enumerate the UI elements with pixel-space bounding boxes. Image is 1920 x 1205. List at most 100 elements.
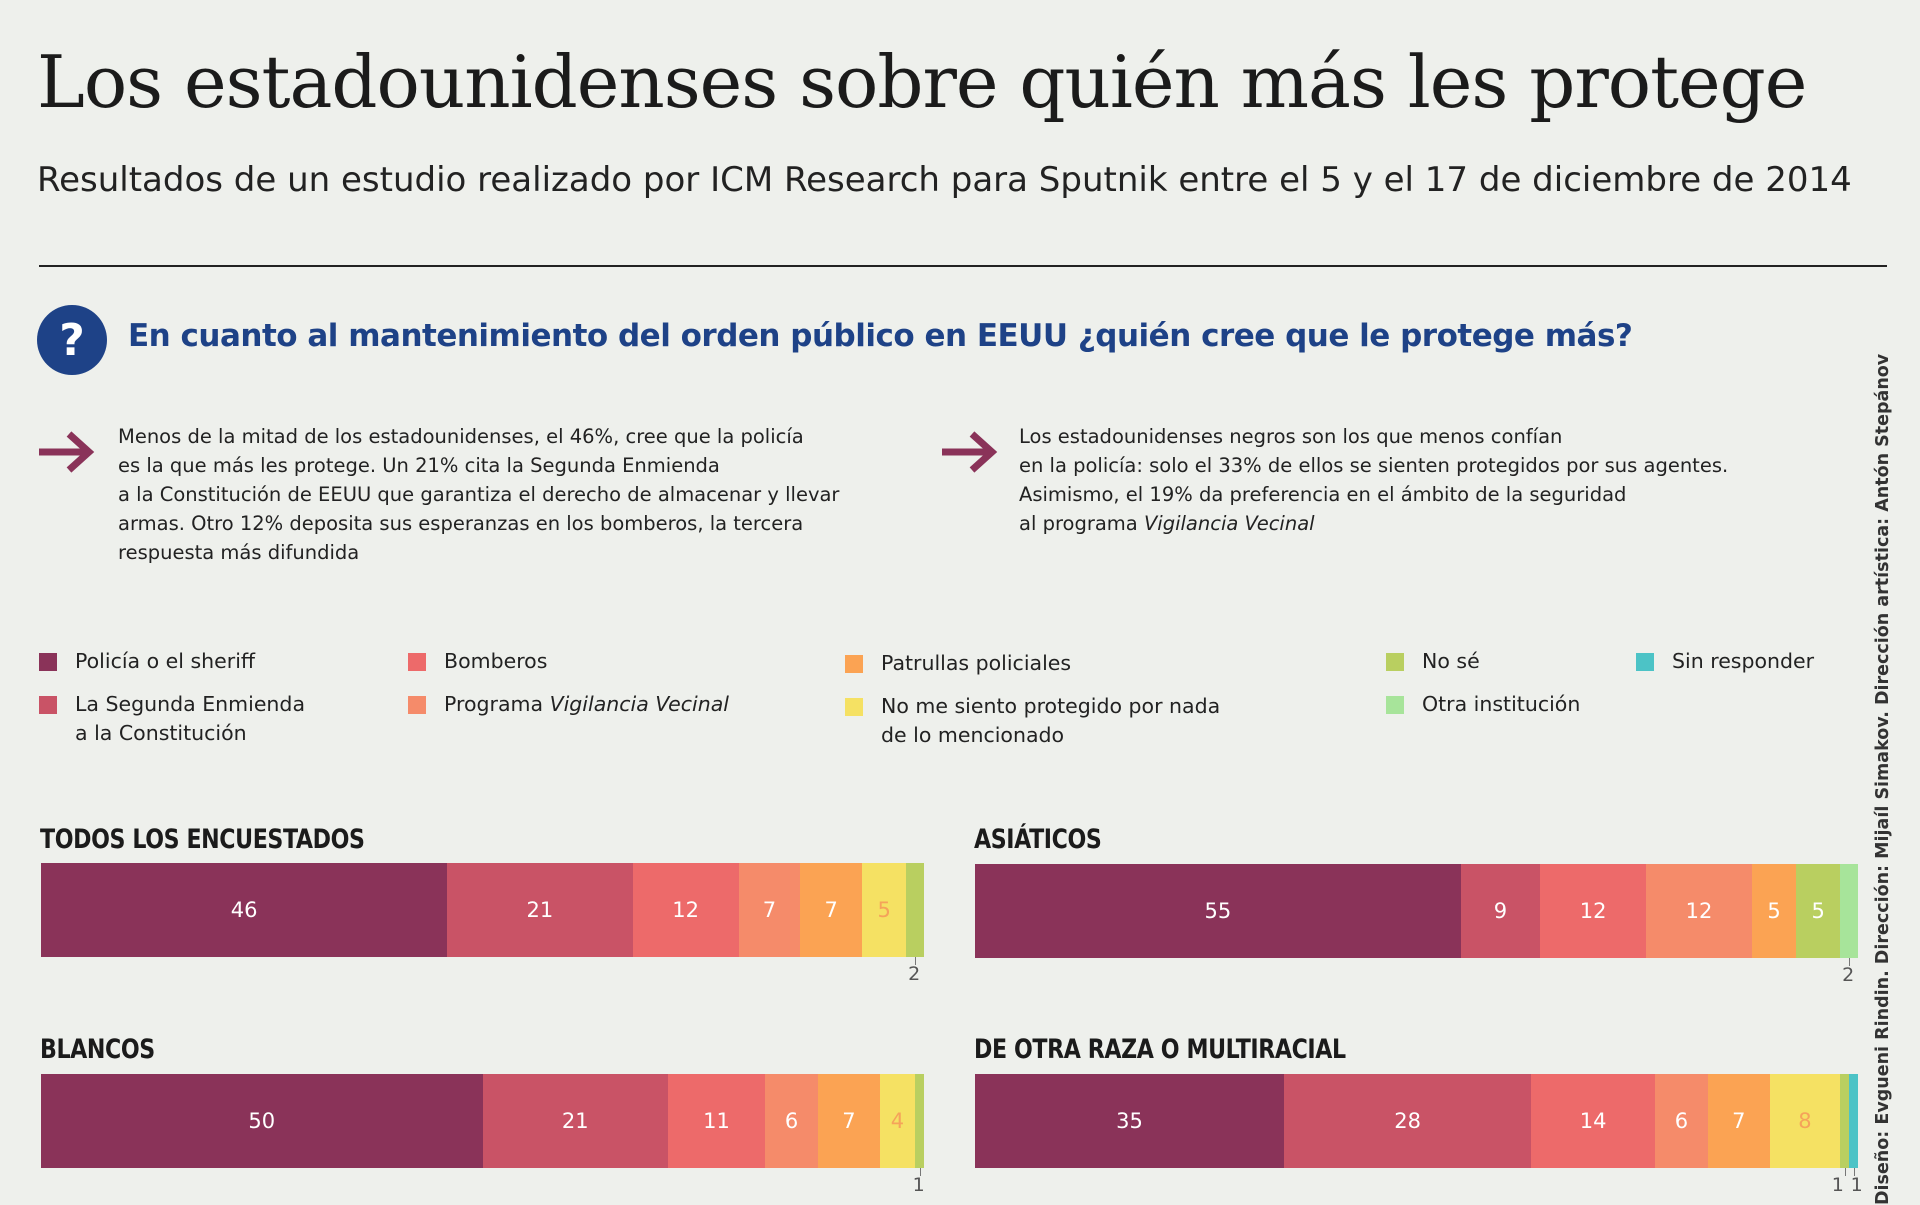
legend-label: La Segunda Enmienda	[75, 692, 306, 716]
note-right-line: al programa Vigilancia Vecinal	[1019, 509, 1728, 538]
outside-value-label: 2	[908, 963, 921, 985]
legend-swatch	[845, 655, 863, 673]
outside-value-label: 2	[1842, 964, 1855, 986]
note-right: Los estadounidenses negros son los que m…	[1019, 422, 1728, 538]
bar-value-label: 7	[824, 898, 838, 922]
legend-label: No me siento protegido por nada	[881, 694, 1221, 718]
legend-swatch	[1386, 653, 1404, 671]
bar-value-label: 12	[672, 898, 699, 922]
bar-segment-firemen: 14	[1531, 1074, 1655, 1168]
legend-label: No sé	[1422, 649, 1480, 673]
bar-segment-other	[1840, 864, 1858, 958]
chart-title-asian: ASIÁTICOS	[974, 824, 1102, 855]
legend-label: Programa Vigilancia Vecinal	[444, 690, 729, 719]
bar-segment-notprotected: 8	[1769, 1074, 1841, 1168]
legend-label: a la Constitución	[75, 721, 247, 745]
bar-segment-police: 55	[975, 864, 1461, 958]
bar-value-label: 5	[877, 898, 891, 922]
bar-segment-patrols: 5	[1752, 864, 1797, 958]
outside-label-tick	[1844, 1168, 1846, 1176]
legend-swatch	[408, 696, 426, 714]
legend-swatch	[39, 696, 57, 714]
legend-swatch	[1636, 653, 1654, 671]
divider	[39, 265, 1887, 267]
bar-segment-police: 35	[975, 1074, 1285, 1168]
bar-value-label: 7	[842, 1109, 856, 1133]
stacked-bar-all: 46 21 12 7 7 5	[41, 863, 924, 957]
note-left: Menos de la mitad de los estadounidenses…	[118, 422, 839, 567]
bar-segment-amendment: 28	[1284, 1074, 1532, 1168]
note-right-prefix: al programa	[1019, 512, 1144, 535]
note-right-line: en la policía: solo el 33% de ellos se s…	[1019, 454, 1729, 477]
chart-title-all: TODOS LOS ENCUESTADOS	[40, 824, 365, 855]
legend-patrols: Patrullas policiales	[845, 649, 1071, 678]
bar-segment-amendment: 9	[1460, 864, 1541, 958]
legend-firemen: Bomberos	[408, 647, 547, 676]
note-right-line: Asimismo, el 19% da preferencia en el ám…	[1019, 483, 1627, 506]
note-left-line: es la que más les protege. Un 21% cita l…	[118, 454, 720, 477]
legend-swatch	[408, 653, 426, 671]
legend-label: Otra institución	[1422, 692, 1581, 716]
note-left-line: a la Constitución de EEUU que garantiza …	[118, 483, 840, 506]
outside-value-label: 1	[912, 1174, 925, 1196]
note-left-line: Menos de la mitad de los estadounidenses…	[118, 425, 804, 448]
legend-amendment: La Segunda Enmienda a la Constitución	[39, 690, 305, 748]
bar-value-label: 9	[1493, 899, 1508, 923]
bar-segment-firemen: 12	[632, 863, 739, 957]
legend-swatch	[1386, 696, 1404, 714]
bar-value-label: 55	[1204, 899, 1232, 923]
legend-swatch	[845, 698, 863, 716]
outside-label-tick	[1849, 958, 1851, 966]
outside-label-tick	[919, 1168, 921, 1176]
bar-segment-dontknow: 5	[1796, 864, 1841, 958]
bar-value-label: 8	[1798, 1109, 1812, 1133]
bar-value-label: 21	[526, 898, 554, 922]
question-text: En cuanto al mantenimiento del orden púb…	[128, 318, 1633, 354]
outside-value-label: 1	[1831, 1174, 1844, 1196]
note-right-line: Los estadounidenses negros son los que m…	[1019, 425, 1563, 448]
stacked-bar-other: 35 28 14 6 7 8	[975, 1074, 1858, 1168]
legend-label: Patrullas policiales	[881, 651, 1072, 675]
bar-segment-notprotected: 4	[879, 1074, 916, 1168]
legend-label: Bomberos	[444, 649, 548, 673]
arrow-right-icon	[942, 431, 998, 473]
bar-value-label: 6	[1674, 1109, 1689, 1133]
bar-segment-police: 46	[41, 863, 448, 957]
bar-segment-dontknow	[1840, 1074, 1850, 1168]
bar-value-label: 6	[784, 1109, 799, 1133]
page-title: Los estadounidenses sobre quién más les …	[37, 40, 1807, 124]
legend-watch: Programa Vigilancia Vecinal	[408, 690, 729, 719]
bar-value-label: 12	[1685, 899, 1713, 923]
bar-value-label: 5	[1767, 899, 1781, 923]
bar-segment-watch: 6	[1654, 1074, 1708, 1168]
legend-noanswer: Sin responder	[1636, 647, 1814, 676]
legend-label-italic: Vigilancia Vecinal	[549, 692, 729, 716]
note-right-italic: Vigilancia Vecinal	[1143, 512, 1315, 535]
bar-value-label: 12	[1579, 899, 1607, 923]
bar-segment-notprotected: 5	[862, 863, 907, 957]
note-left-line: respuesta más difundida	[118, 541, 360, 564]
bar-segment-patrols: 7	[800, 863, 863, 957]
legend-dontknow: No sé	[1386, 647, 1480, 676]
stacked-bar-asian: 55 9 12 12 5 5	[975, 864, 1858, 958]
bar-segment-noanswer	[1849, 1074, 1858, 1168]
bar-value-label: 11	[703, 1109, 730, 1133]
bar-segment-patrols: 7	[1707, 1074, 1770, 1168]
bar-value-label: 28	[1394, 1109, 1422, 1133]
credit-text: Diseño: Evgueni Rindin. Dirección: Mijaí…	[1873, 353, 1893, 1205]
bar-segment-amendment: 21	[482, 1074, 668, 1168]
page-subtitle: Resultados de un estudio realizado por I…	[37, 160, 1852, 200]
arrow-right-icon	[39, 431, 95, 473]
chart-title-other: DE OTRA RAZA O MULTIRACIAL	[974, 1034, 1346, 1065]
legend-label: de lo mencionado	[881, 723, 1065, 747]
legend-label-prefix: Programa	[444, 692, 550, 716]
note-left-line: armas. Otro 12% deposita sus esperanzas …	[118, 512, 804, 535]
bar-segment-patrols: 7	[818, 1074, 880, 1168]
bar-value-label: 50	[248, 1109, 276, 1133]
bar-segment-dontknow	[915, 1074, 924, 1168]
bar-segment-police: 50	[41, 1074, 483, 1168]
bar-value-label: 7	[1732, 1109, 1746, 1133]
bar-value-label: 21	[561, 1109, 589, 1133]
bar-segment-firemen: 12	[1540, 864, 1647, 958]
outside-label-tick	[915, 957, 917, 965]
